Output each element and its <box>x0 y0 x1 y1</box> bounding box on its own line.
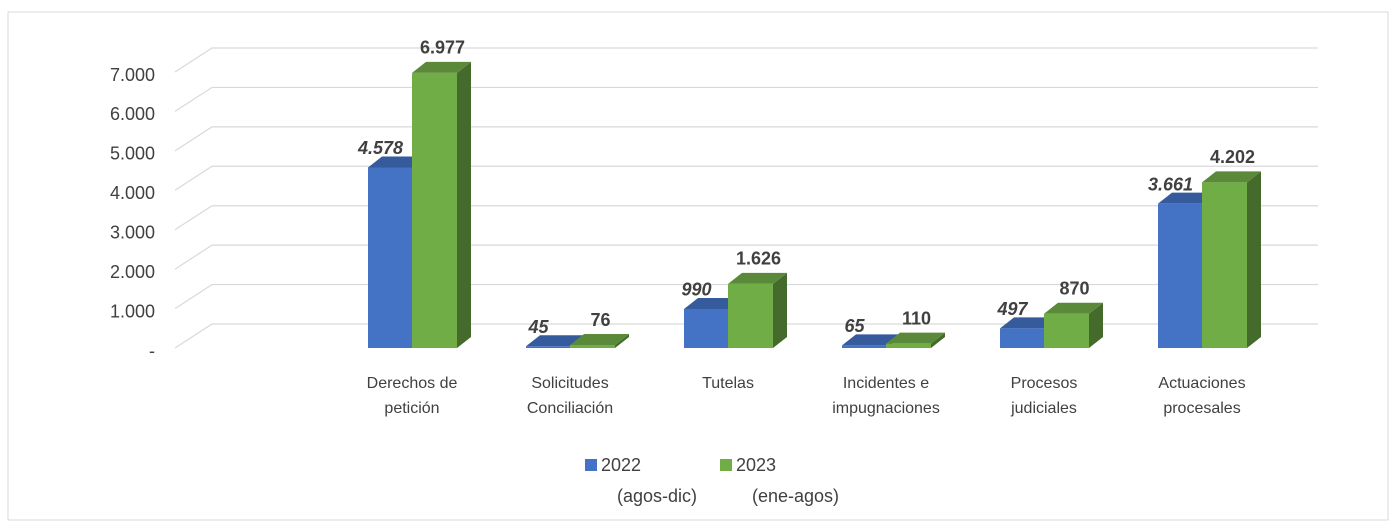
bar <box>412 61 471 348</box>
bar-top <box>728 272 787 284</box>
x-tick-label: procesales <box>1163 400 1240 417</box>
grid-line <box>174 283 1318 310</box>
x-tick-label: Solicitudes <box>531 375 608 392</box>
x-tick-label: petición <box>384 400 439 417</box>
bar-side <box>615 334 629 348</box>
bar-front <box>1202 182 1247 348</box>
x-tick-label: Conciliación <box>527 400 613 417</box>
bar <box>728 272 787 348</box>
legend-label: 2023 <box>736 455 776 475</box>
grid-line <box>174 244 1318 270</box>
bar-front <box>412 72 457 348</box>
data-label: 6.977 <box>420 38 465 58</box>
legend-label: (ene-agos) <box>752 486 839 506</box>
x-tick-label: Procesos <box>1011 375 1078 392</box>
bar-side <box>1247 171 1261 348</box>
data-label: 76 <box>590 310 610 330</box>
grid-line <box>174 47 1318 73</box>
y-tick-label: 7.000 <box>110 65 155 85</box>
data-label: 45 <box>527 317 549 337</box>
bar-side <box>773 272 787 348</box>
grid-line <box>174 165 1318 191</box>
bar-top <box>842 334 901 346</box>
data-label: 497 <box>996 299 1028 319</box>
legend-label: 2022 <box>601 455 641 475</box>
data-label: 4.202 <box>1210 147 1255 167</box>
bar-front <box>842 345 887 348</box>
data-label: 4.578 <box>357 138 403 158</box>
bar-top <box>1044 302 1103 314</box>
bar-front <box>684 308 729 348</box>
bar-top <box>412 61 471 73</box>
bar-front <box>1044 313 1089 348</box>
x-tick-label: Incidentes e <box>843 375 929 392</box>
bar <box>570 334 629 348</box>
y-tick-label: 5.000 <box>110 144 155 164</box>
data-label: 870 <box>1059 278 1089 298</box>
data-label: 1.626 <box>736 249 781 269</box>
y-tick-label: 3.000 <box>110 222 155 242</box>
x-tick-label: impugnaciones <box>832 400 940 417</box>
bar-top <box>886 332 945 344</box>
bar-top <box>1202 171 1261 183</box>
legend-label: (agos-dic) <box>617 486 697 506</box>
bar-side <box>931 332 945 348</box>
y-tick-label: 6.000 <box>110 104 155 124</box>
grid-line <box>174 323 1318 349</box>
bar-front <box>1000 328 1045 348</box>
data-label: 3.661 <box>1148 174 1193 194</box>
y-tick-label: 1.000 <box>110 301 155 321</box>
y-tick-label: - <box>149 341 155 361</box>
bar-top <box>570 334 629 346</box>
grid-line <box>174 126 1318 152</box>
bar-front <box>368 167 413 348</box>
bar <box>1044 302 1103 348</box>
bar-front <box>728 283 773 348</box>
grid-line <box>174 86 1318 112</box>
grid-line <box>174 205 1318 231</box>
bar <box>1202 171 1261 348</box>
bar-front <box>886 343 931 348</box>
bar-top <box>526 335 585 347</box>
bar <box>886 332 945 348</box>
bar-side <box>1089 302 1103 348</box>
data-label: 65 <box>844 316 865 336</box>
data-label: 110 <box>902 308 931 328</box>
bar-side <box>457 61 471 348</box>
bar-front <box>570 345 615 348</box>
x-tick-label: judiciales <box>1010 400 1077 417</box>
legend-swatch <box>720 459 732 471</box>
bar-front <box>526 346 571 348</box>
y-tick-label: 4.000 <box>110 183 155 203</box>
x-tick-label: Derechos de <box>367 375 458 392</box>
y-tick-label: 2.000 <box>110 262 155 282</box>
x-tick-label: Actuaciones <box>1158 375 1245 392</box>
bar-front <box>1158 203 1203 348</box>
legend-swatch <box>585 459 597 471</box>
data-label: 990 <box>681 280 711 300</box>
x-tick-label: Tutelas <box>702 375 754 392</box>
